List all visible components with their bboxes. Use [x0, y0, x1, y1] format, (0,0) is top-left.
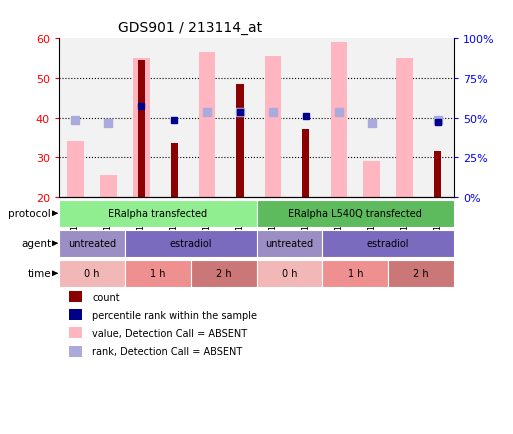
- Text: 2 h: 2 h: [216, 269, 231, 279]
- Bar: [236, 85, 244, 197]
- Text: ERalpha transfected: ERalpha transfected: [108, 209, 207, 219]
- Text: untreated: untreated: [68, 239, 116, 249]
- Bar: [256, 260, 322, 287]
- Bar: [322, 230, 454, 257]
- Bar: [256, 230, 322, 257]
- Text: 0 h: 0 h: [282, 269, 297, 279]
- Bar: [125, 260, 191, 287]
- Bar: [191, 260, 256, 287]
- Text: estradiol: estradiol: [169, 239, 212, 249]
- Text: 1 h: 1 h: [347, 269, 363, 279]
- Bar: [59, 200, 256, 227]
- Bar: [125, 39, 157, 197]
- Bar: [137, 61, 145, 197]
- Text: agent: agent: [21, 239, 51, 249]
- Text: 2 h: 2 h: [413, 269, 429, 279]
- Bar: [59, 230, 125, 257]
- Bar: [330, 43, 347, 197]
- Text: percentile rank within the sample: percentile rank within the sample: [92, 310, 258, 320]
- Bar: [421, 39, 454, 197]
- Bar: [100, 176, 116, 197]
- Bar: [355, 39, 388, 197]
- Text: ERalpha L540Q transfected: ERalpha L540Q transfected: [288, 209, 422, 219]
- Bar: [125, 230, 256, 257]
- Text: rank, Detection Call = ABSENT: rank, Detection Call = ABSENT: [92, 347, 243, 356]
- Bar: [59, 260, 125, 287]
- Text: value, Detection Call = ABSENT: value, Detection Call = ABSENT: [92, 329, 247, 338]
- Bar: [199, 53, 215, 197]
- Bar: [388, 260, 454, 287]
- Text: count: count: [92, 292, 120, 302]
- Bar: [322, 260, 388, 287]
- Text: 1 h: 1 h: [150, 269, 166, 279]
- Text: untreated: untreated: [265, 239, 313, 249]
- Bar: [265, 57, 281, 197]
- Bar: [59, 39, 92, 197]
- Text: time: time: [28, 269, 51, 279]
- Bar: [224, 39, 256, 197]
- Bar: [302, 130, 309, 197]
- Bar: [67, 142, 84, 197]
- Bar: [364, 162, 380, 197]
- Text: 0 h: 0 h: [84, 269, 100, 279]
- Bar: [191, 39, 224, 197]
- Text: GDS901 / 213114_at: GDS901 / 213114_at: [118, 21, 262, 35]
- Bar: [256, 200, 454, 227]
- Bar: [171, 144, 178, 197]
- Bar: [157, 39, 191, 197]
- Bar: [92, 39, 125, 197]
- Text: estradiol: estradiol: [367, 239, 409, 249]
- Bar: [133, 59, 149, 197]
- Bar: [256, 39, 289, 197]
- Bar: [322, 39, 355, 197]
- Bar: [434, 152, 441, 197]
- Bar: [397, 59, 413, 197]
- Text: protocol: protocol: [8, 209, 51, 219]
- Bar: [388, 39, 421, 197]
- Bar: [289, 39, 322, 197]
